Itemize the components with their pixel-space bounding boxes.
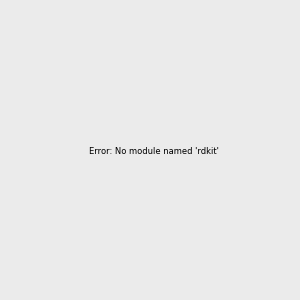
Text: Error: No module named 'rdkit': Error: No module named 'rdkit'	[89, 147, 219, 156]
